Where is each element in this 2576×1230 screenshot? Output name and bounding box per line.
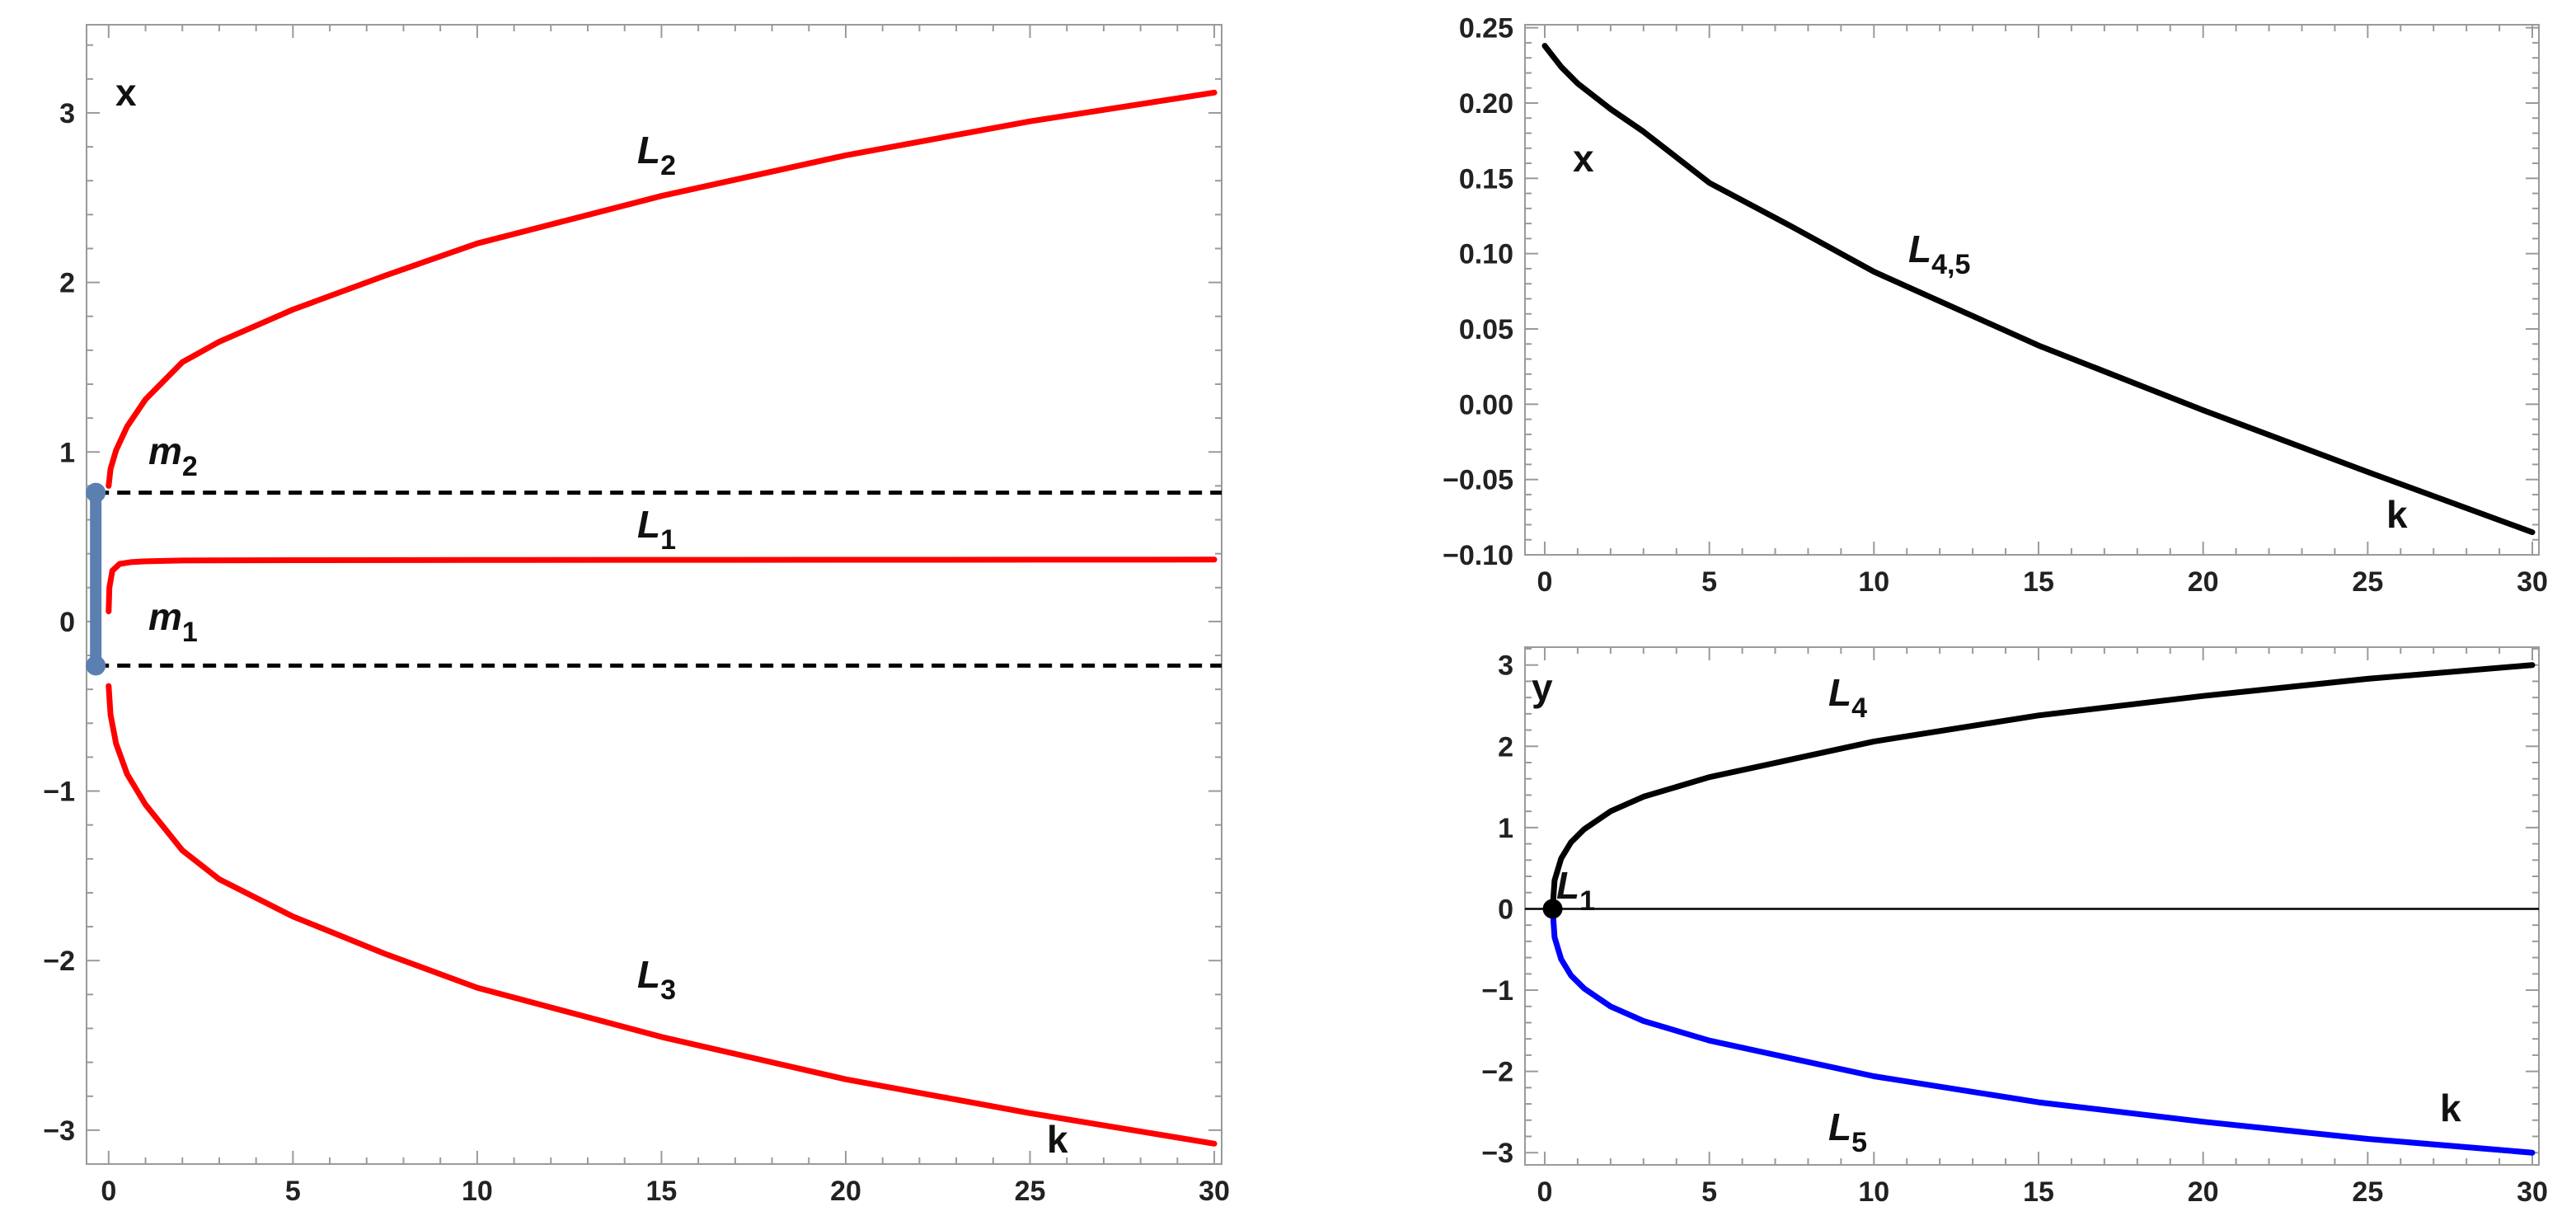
left-panel-xtick-label: 10	[462, 1176, 493, 1207]
left-panel-xtick-label: 5	[285, 1176, 301, 1207]
bottom-right-panel-xtick-label: 0	[1537, 1176, 1553, 1208]
top-right-panel-series-line-1	[1541, 43, 2536, 536]
bottom-right-panel-series-line-1	[1550, 662, 2536, 912]
top-right-panel-ytick-label: 0.15	[1459, 163, 1513, 195]
top-right-panel-ytick-label: 0.10	[1459, 239, 1513, 270]
label-m2: m2	[148, 430, 198, 482]
label-L1: L1	[637, 503, 676, 556]
left-panel-ytick-label: −3	[43, 1115, 75, 1147]
bottom-right-panel-y-vs-k: 0 5 10 15 20 25 30 −3 −2 −1 0 1 2 3 y k L4 L1 L5	[1481, 646, 2548, 1208]
bottom-right-panel-ytick-label: 1	[1498, 813, 1513, 844]
top-right-panel-ticks: 0 5 10 15 20 25 30 −0.10 −0.05 0.00 0.05 0.10 0.15 0.…	[1443, 13, 2548, 598]
left-panel-ytick-label: 3	[59, 98, 75, 129]
bottom-right-panel-xlabel: k	[2440, 1087, 2461, 1129]
top-right-panel-ytick-label: 0.20	[1459, 88, 1513, 120]
top-right-panel-xtick-label: 15	[2023, 566, 2054, 598]
left-panel-ytick-label: −1	[43, 777, 75, 808]
left-panel-series	[106, 89, 1218, 1147]
bottom-right-panel-ticks: 0 5 10 15 20 25 30 −3 −2 −1 0 1 2 3	[1481, 647, 2548, 1208]
top-right-panel-xtick-label: 30	[2517, 566, 2548, 598]
bottom-right-panel-frame	[1524, 646, 2540, 1166]
top-right-panel-ytick-label: −0.10	[1443, 540, 1513, 571]
marked-segment-endpoint	[86, 655, 106, 676]
top-right-panel-xtick-label: 10	[1858, 566, 1889, 598]
left-panel-series-line-1	[106, 89, 1218, 489]
left-panel-ylabel: x	[115, 71, 137, 114]
label-L3: L3	[637, 953, 676, 1006]
left-panel-series-line-3	[106, 683, 1218, 1147]
left-panel-ytick-label: 1	[59, 437, 75, 468]
label-L4: L4	[1828, 671, 1867, 724]
bottom-right-panel-ytick-label: 2	[1498, 731, 1513, 763]
bottom-right-panel-xtick-label: 5	[1701, 1176, 1717, 1208]
top-right-panel-xtick-label: 5	[1701, 566, 1717, 598]
left-panel-reference-lines	[86, 482, 1222, 676]
top-right-panel-ytick-label: 0.25	[1459, 13, 1513, 45]
bottom-right-panel-ytick-label: −2	[1481, 1057, 1513, 1088]
label-L5: L5	[1828, 1106, 1867, 1158]
top-right-panel-frame	[1524, 24, 2540, 556]
left-panel-xtick-label: 25	[1015, 1176, 1046, 1207]
bottom-right-panel-xtick-label: 15	[2023, 1176, 2054, 1208]
bottom-right-panel-ytick-label: −1	[1481, 975, 1513, 1007]
label-L1-point: L1	[1556, 864, 1595, 917]
bottom-right-panel-xtick-label: 30	[2517, 1176, 2548, 1208]
left-panel-ticks: 0 5 10 15 20 25 30 −3 −2 −1 0 1 2 3	[43, 25, 1230, 1207]
bottom-right-panel-ytick-label: 0	[1498, 894, 1513, 925]
left-panel-frame	[86, 24, 1222, 1165]
label-m1: m1	[148, 595, 198, 648]
label-L2: L2	[637, 129, 676, 181]
top-right-panel-ytick-label: 0.00	[1459, 389, 1513, 420]
left-panel-xtick-label: 0	[101, 1176, 116, 1207]
top-right-panel-xtick-label: 25	[2352, 566, 2383, 598]
left-panel-ytick-label: −2	[43, 946, 75, 977]
bottom-right-panel-xtick-label: 20	[2188, 1176, 2219, 1208]
top-right-panel-ytick-label: −0.05	[1443, 465, 1513, 496]
left-panel-xlabel: k	[1047, 1118, 1068, 1161]
bottom-right-panel-series-line-2	[1550, 906, 2536, 1156]
left-panel-ytick-label: 2	[59, 268, 75, 299]
top-right-panel-xtick-label: 20	[2188, 566, 2219, 598]
top-right-panel-ylabel: x	[1573, 137, 1594, 180]
bottom-right-panel-ylabel: y	[1532, 666, 1553, 709]
marked-segment-endpoint	[86, 482, 106, 503]
top-right-panel-xlabel: k	[2386, 493, 2408, 536]
bottom-right-panel-xtick-label: 10	[1858, 1176, 1889, 1208]
left-panel-series-line-2	[106, 556, 1218, 615]
bottom-right-panel-ytick-label: 3	[1498, 650, 1513, 682]
bottom-right-panel-series	[1542, 662, 2536, 1156]
equilibrium-point-marker	[1542, 899, 1563, 919]
bottom-right-panel-xtick-label: 25	[2352, 1176, 2383, 1208]
top-right-panel-series	[1541, 43, 2536, 536]
left-panel-x-vs-k: 0 5 10 15 20 25 30 −3 −2 −1 0 1 2 3 x k L2 L1 L3 m2 m…	[43, 24, 1230, 1207]
left-panel-xtick-label: 30	[1199, 1176, 1230, 1207]
bottom-right-panel-ytick-label: −3	[1481, 1138, 1513, 1169]
left-panel-xtick-label: 20	[830, 1176, 861, 1207]
label-L45: L4,5	[1908, 228, 1970, 280]
top-right-panel-ytick-label: 0.05	[1459, 314, 1513, 345]
left-panel-xtick-label: 15	[646, 1176, 678, 1207]
top-right-panel-x-vs-k: 0 5 10 15 20 25 30 −0.10 −0.05 0.00 0.05 0.10 0.15 0.…	[1443, 13, 2548, 598]
left-panel-ytick-label: 0	[59, 607, 75, 638]
top-right-panel-xtick-label: 0	[1537, 566, 1553, 598]
